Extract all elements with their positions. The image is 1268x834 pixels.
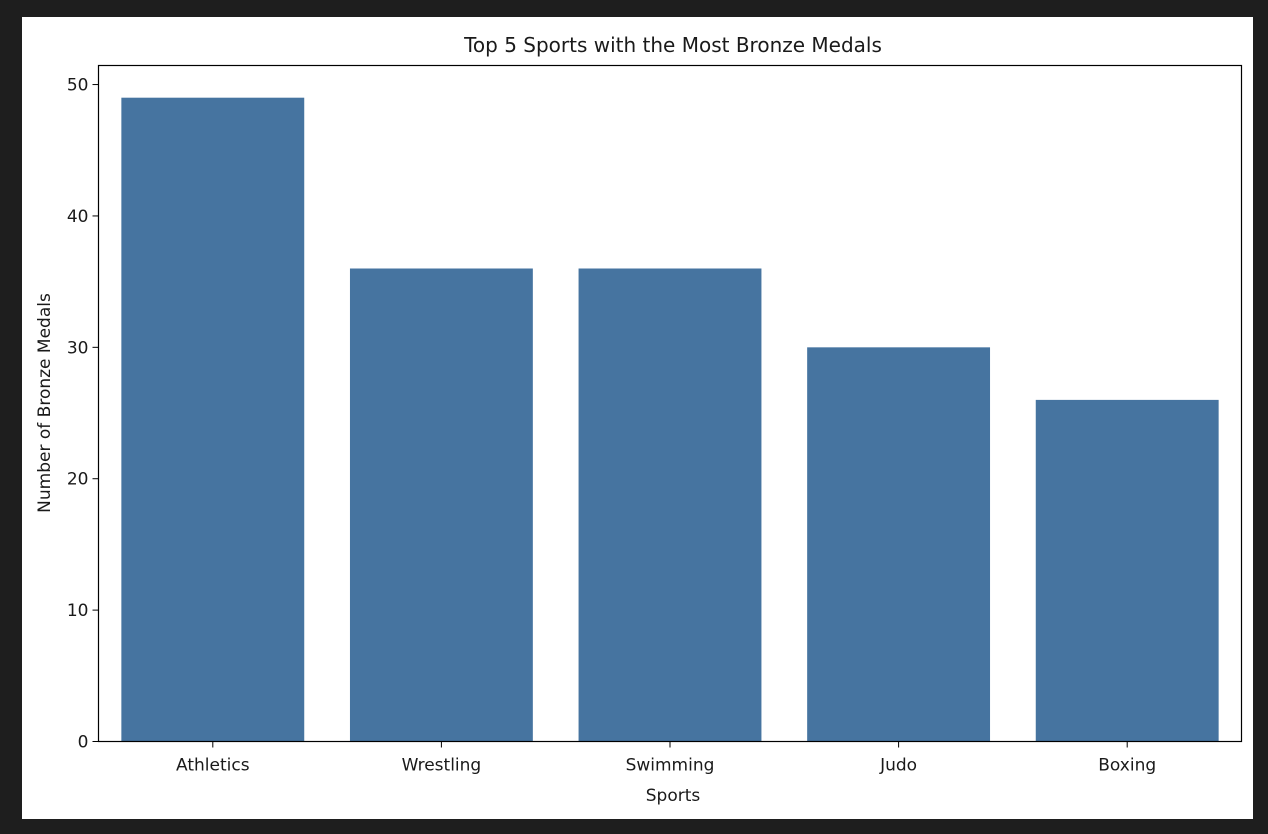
x-tick-label: Judo: [879, 756, 917, 776]
x-axis: Athletics Wrestling Swimming Judo Boxing: [176, 741, 1156, 776]
bar-judo: [807, 347, 991, 742]
bar-boxing: [1035, 399, 1219, 742]
y-tick-label: 30: [67, 338, 89, 358]
bar-swimming: [578, 268, 762, 742]
y-axis: 0 10 20 30 40 50: [67, 76, 99, 753]
y-tick-label: 10: [67, 601, 89, 621]
y-tick-label: 20: [67, 470, 89, 490]
chart-figure: Top 5 Sports with the Most Bronze Medals…: [22, 17, 1253, 819]
x-tick-label: Wrestling: [402, 756, 482, 776]
bar-wrestling: [349, 268, 533, 742]
y-tick-label: 40: [67, 207, 89, 227]
x-axis-label: Sports: [646, 786, 701, 806]
x-tick-label: Boxing: [1098, 756, 1156, 776]
bar-athletics: [121, 97, 305, 742]
x-tick-label: Swimming: [626, 756, 715, 776]
y-tick-label: 50: [67, 76, 89, 96]
chart-title: Top 5 Sports with the Most Bronze Medals: [463, 33, 882, 57]
x-tick-label: Athletics: [176, 756, 250, 776]
bar-chart: Top 5 Sports with the Most Bronze Medals…: [35, 33, 1243, 806]
y-tick-label: 0: [78, 733, 89, 753]
y-axis-label: Number of Bronze Medals: [35, 293, 55, 513]
bars-group: [121, 97, 1219, 742]
plot-frame: [97, 64, 1243, 743]
